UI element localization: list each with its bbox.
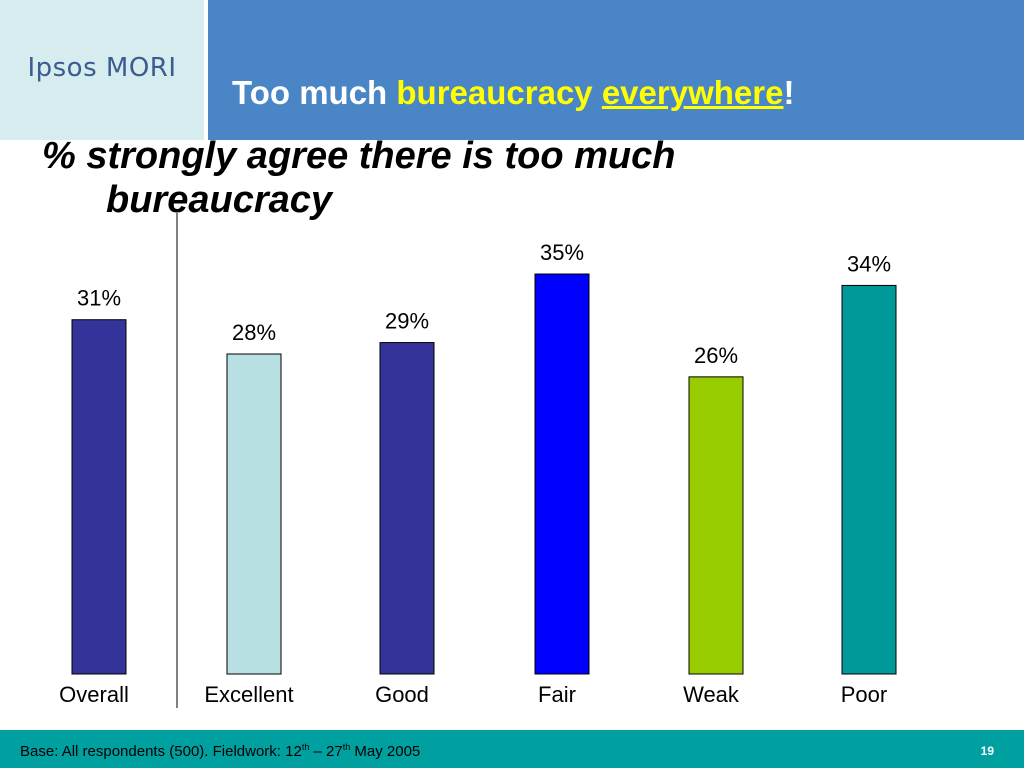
data-label-excellent: 28%	[232, 320, 276, 345]
footer-base-suffix: May 2005	[350, 743, 421, 760]
category-label-overall: Overall	[59, 682, 129, 707]
title-exclamation: !	[783, 74, 795, 111]
subtitle-line-1: % strongly agree there is too much	[42, 135, 676, 177]
bar-excellent	[226, 353, 282, 675]
title-highlight-everywhere: everywhere	[601, 74, 784, 111]
footer-base-mid: – 27	[309, 743, 343, 760]
header-divider	[204, 0, 208, 140]
bar-weak	[688, 376, 744, 675]
bar-good	[379, 342, 435, 675]
category-label-excellent: Excellent	[204, 682, 293, 707]
footer-bar: Base: All respondents (500). Fieldwork: …	[0, 730, 1024, 768]
data-label-good: 29%	[385, 309, 429, 334]
footer-superscript-1: th	[301, 742, 310, 752]
chart-subtitle: % strongly agree there is too much burea…	[42, 134, 802, 222]
bar-fair	[534, 273, 590, 675]
slide-title: Too much bureaucracy everywhere!	[232, 74, 794, 112]
page-number: 19	[980, 744, 994, 758]
title-bar	[208, 0, 1024, 140]
data-label-overall: 31%	[77, 286, 121, 311]
footer-base-note: Base: All respondents (500). Fieldwork: …	[20, 742, 420, 760]
footer-superscript-2: th	[342, 742, 351, 752]
bar-chart: 31% Overall 28% Excellent 29% Good 35% Fair 26% W…	[59, 213, 897, 708]
ipsos-mori-logo: Ipsos MORI	[27, 53, 177, 83]
category-label-poor: Poor	[841, 682, 887, 707]
data-label-poor: 34%	[847, 251, 891, 276]
data-label-weak: 26%	[694, 343, 738, 368]
category-label-good: Good	[375, 682, 429, 707]
logo-panel: Ipsos MORI	[0, 0, 204, 140]
category-label-fair: Fair	[538, 682, 576, 707]
footer-base-prefix: Base: All respondents (500). Fieldwork: …	[20, 743, 302, 760]
subtitle-line-2: bureaucracy	[106, 179, 333, 221]
title-part-1: Too much	[232, 74, 397, 111]
title-highlight-bureaucracy: bureaucracy	[396, 74, 593, 111]
bar-poor	[841, 284, 897, 675]
data-label-fair: 35%	[540, 240, 584, 265]
bar-overall	[71, 319, 127, 675]
category-label-weak: Weak	[683, 682, 740, 707]
